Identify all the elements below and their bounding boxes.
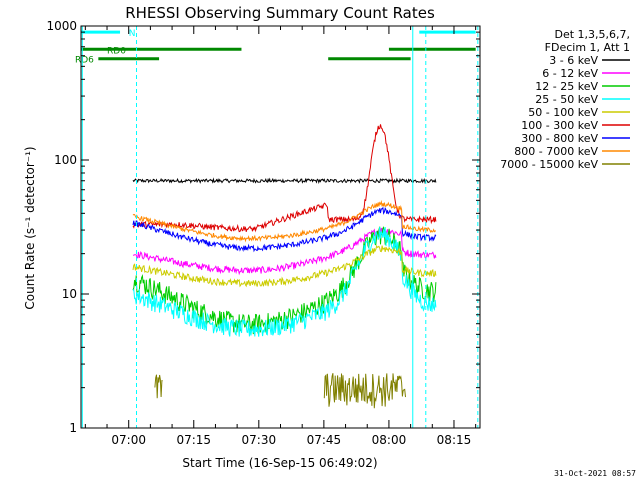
flag-label-n: N	[129, 29, 136, 39]
y-tick-label-3: 1000	[46, 19, 77, 33]
legend: Det 1,3,5,6,7,FDecim 1, Att 13 - 6 keV6 …	[500, 28, 630, 171]
x-tick-label-4: 08:00	[372, 433, 407, 447]
legend-header-1: FDecim 1, Att 1	[545, 41, 630, 54]
series-line-6	[132, 206, 437, 253]
series-line-7	[132, 199, 436, 243]
legend-label-7: 800 - 7000 keV	[514, 145, 598, 158]
y-axis-label: Count Rate (s⁻¹ detector⁻¹)	[23, 146, 37, 309]
series-line-8	[154, 373, 406, 409]
legend-label-3: 25 - 50 keV	[535, 93, 598, 106]
legend-label-8: 7000 - 15000 keV	[500, 158, 598, 171]
x-tick-label-2: 07:30	[242, 433, 277, 447]
x-tick-label-3: 07:45	[307, 433, 342, 447]
x-tick-label-0: 07:00	[111, 433, 146, 447]
y-tick-label-0: 1	[69, 421, 77, 435]
legend-label-1: 6 - 12 keV	[542, 67, 598, 80]
flag-label-rd0: RD0	[107, 46, 126, 56]
legend-label-6: 300 - 800 keV	[521, 132, 598, 145]
x-tick-label-5: 08:15	[437, 433, 472, 447]
series-line-0	[132, 177, 437, 185]
chart-title: RHESSI Observing Summary Count Rates	[125, 4, 435, 22]
series-line-4	[132, 244, 437, 288]
series-line-5	[132, 124, 437, 233]
axes: 1 10 100 1000 07:00 07:15 07:30 07:45 08:00 08:15	[46, 19, 481, 447]
x-tick-label-1: 07:15	[176, 433, 211, 447]
legend-label-5: 100 - 300 keV	[521, 119, 598, 132]
y-tick-label-1: 10	[62, 287, 77, 301]
legend-label-2: 12 - 25 keV	[535, 80, 598, 93]
legend-header-0: Det 1,3,5,6,7,	[554, 28, 630, 41]
legend-label-0: 3 - 6 keV	[549, 54, 598, 67]
series-line-3	[132, 226, 437, 337]
y-tick-label-2: 100	[54, 153, 77, 167]
footer-date: 31-Oct-2021 08:57	[554, 469, 636, 478]
flag-label-rd6: RD6	[75, 56, 94, 66]
legend-label-4: 50 - 100 keV	[528, 106, 598, 119]
x-axis-label: Start Time (16-Sep-15 06:49:02)	[182, 456, 377, 470]
